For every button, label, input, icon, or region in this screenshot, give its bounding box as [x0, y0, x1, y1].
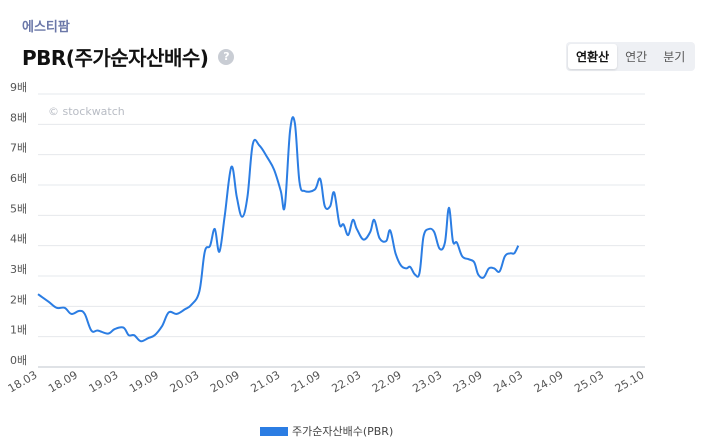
y-tick-label: 7배 [10, 142, 27, 155]
x-tick-label: 19.03 [87, 368, 121, 395]
x-tick-label: 25.03 [572, 368, 606, 395]
x-tick-label: 22.09 [370, 368, 404, 395]
legend-label: 주가순자산배수(PBR) [292, 425, 394, 438]
x-tick-label: 24.03 [491, 368, 525, 395]
tab-annualized[interactable]: 연환산 [568, 44, 618, 69]
x-tick-label: 22.03 [329, 368, 363, 395]
legend[interactable]: 주가순자산배수(PBR) [260, 423, 393, 439]
x-tick-label: 20.03 [168, 368, 202, 395]
x-tick-label: 23.09 [451, 368, 485, 395]
y-tick-label: 8배 [10, 111, 27, 124]
series-line-pbr [37, 116, 520, 343]
legend-swatch [260, 426, 288, 436]
y-tick-label: 2배 [10, 293, 27, 306]
x-tick-label: 18.09 [46, 368, 80, 395]
tab-annual[interactable]: 연간 [625, 50, 648, 64]
x-tick-label: 24.09 [532, 368, 566, 395]
x-tick-label: 19.09 [127, 368, 161, 395]
x-tick-label: 25.10 [613, 368, 647, 395]
y-tick-label: 5배 [10, 202, 27, 215]
watermark: © stockwatch [48, 105, 125, 118]
x-tick-label: 21.03 [249, 368, 283, 395]
y-tick-label: 4배 [10, 233, 27, 246]
tab-quarterly[interactable]: 분기 [663, 50, 686, 64]
x-tick-label: 23.03 [410, 368, 444, 395]
pbr-chart: 0배 1배 2배 3배 4배 5배 6배 7배 8배 9배 18.03 18.09 19.03 19.09… [6, 81, 647, 395]
title-row: PBR(주가순자산배수) ? [22, 42, 235, 71]
x-tick-label: 21.09 [289, 368, 323, 395]
y-tick-label: 0배 [10, 354, 27, 367]
y-tick-label: 1배 [10, 324, 27, 337]
y-tick-label: 3배 [10, 263, 27, 276]
period-toggle: 연환산 연간 분기 [566, 42, 696, 71]
company-name: 에스티팜 [22, 20, 70, 35]
x-tick-label: 20.09 [208, 368, 242, 395]
y-tick-label: 9배 [10, 81, 27, 94]
help-icon[interactable]: ? [218, 48, 235, 65]
y-tick-label: 6배 [10, 172, 27, 185]
page-title: PBR(주가순자산배수) [22, 46, 209, 70]
x-tick-label: 18.03 [6, 368, 40, 395]
